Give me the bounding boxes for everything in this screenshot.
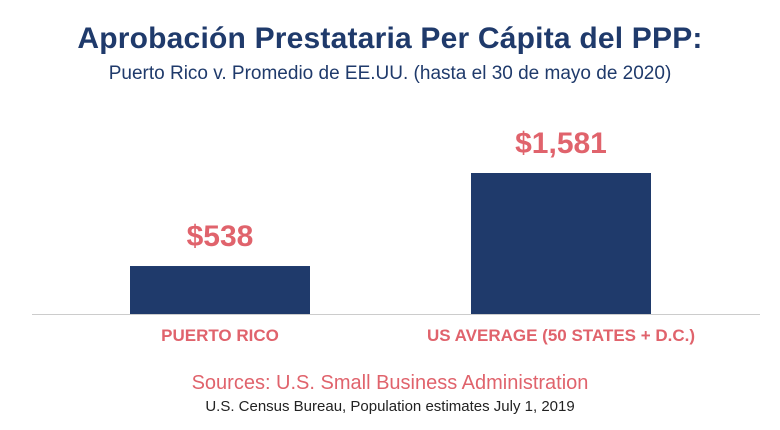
category-label-1: US AVERAGE (50 STATES + D.C.) (427, 326, 695, 345)
bar-1 (471, 173, 651, 314)
sources-detail-text: U.S. Census Bureau, Population estimates… (205, 398, 575, 415)
data-label-1: $1,581 (515, 127, 607, 160)
data-label-0: $538 (187, 220, 254, 253)
chart-subtitle: Puerto Rico v. Promedio de EE.UU. (hasta… (108, 63, 672, 84)
bar-0 (130, 266, 310, 314)
category-label-0: PUERTO RICO (161, 326, 279, 345)
chart-title: Aprobación Prestataria Per Cápita del PP… (77, 22, 703, 55)
sources-text: Sources: U.S. Small Business Administrat… (191, 372, 589, 394)
